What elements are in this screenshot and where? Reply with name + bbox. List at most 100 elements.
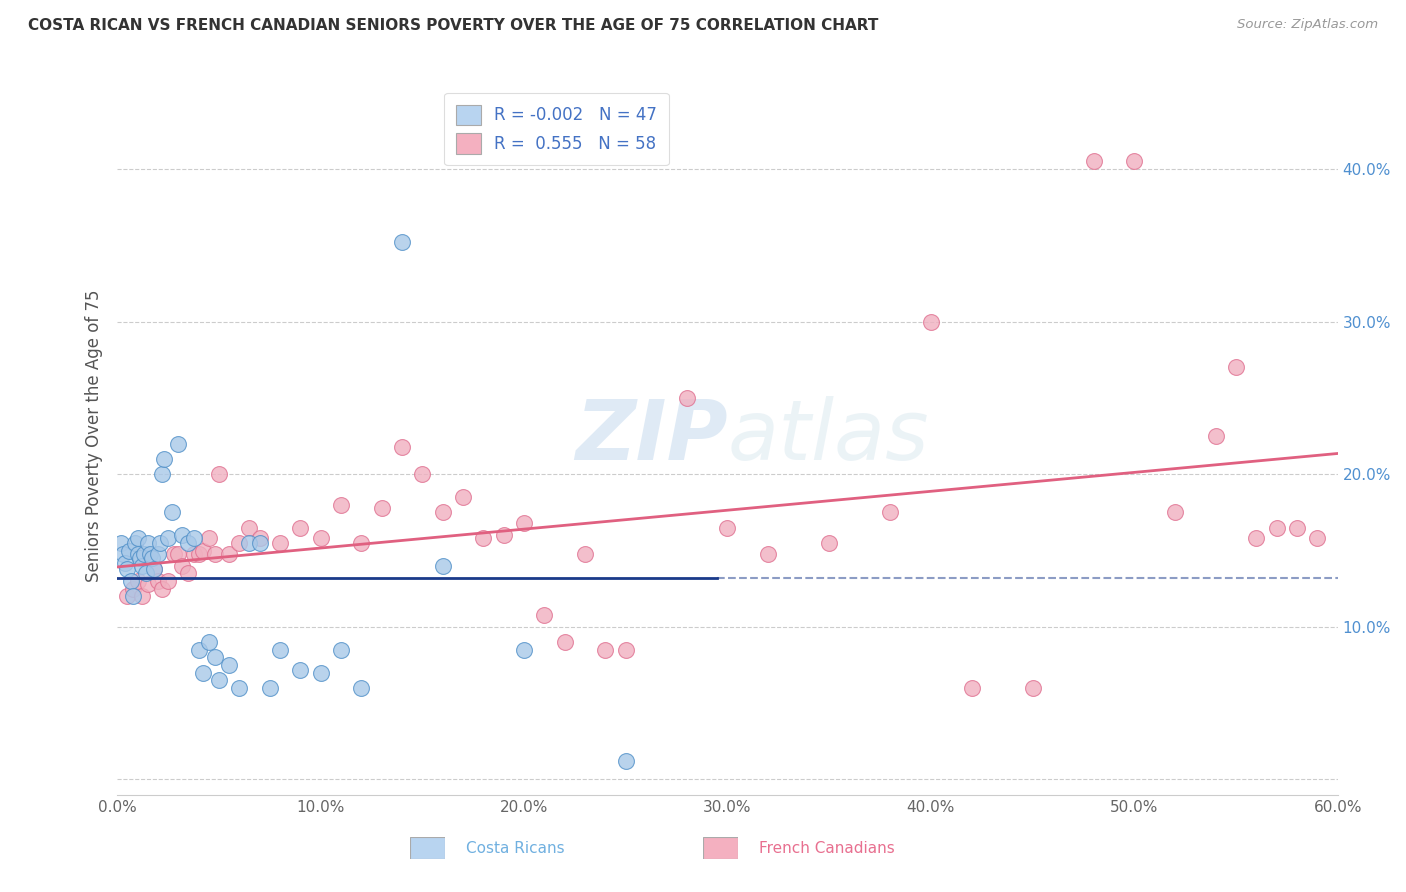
Point: [554, 635, 576, 649]
Point: [157, 531, 180, 545]
Point: [309, 665, 332, 680]
Point: [960, 681, 983, 695]
Point: [249, 536, 271, 550]
Point: [1285, 521, 1308, 535]
Point: [135, 566, 157, 581]
Point: [150, 467, 173, 482]
Point: [1205, 429, 1227, 443]
Point: [574, 547, 596, 561]
Point: [146, 547, 169, 561]
Point: [350, 681, 373, 695]
Point: [204, 650, 226, 665]
Point: [157, 574, 180, 588]
Point: [141, 551, 163, 566]
Point: [1225, 360, 1247, 375]
Point: [127, 574, 149, 588]
Point: [124, 536, 146, 550]
Point: [120, 574, 142, 588]
Point: [177, 536, 200, 550]
Legend: R = -0.002   N = 47, R =  0.555   N = 58: R = -0.002 N = 47, R = 0.555 N = 58: [444, 93, 669, 165]
Point: [1021, 681, 1043, 695]
Point: [432, 558, 454, 573]
Point: [411, 467, 433, 482]
Point: [136, 536, 159, 550]
Point: [208, 467, 231, 482]
Point: [183, 531, 205, 545]
Point: [818, 536, 841, 550]
Point: [128, 551, 150, 566]
Point: [329, 642, 352, 657]
Point: [142, 562, 165, 576]
Point: [149, 536, 172, 550]
Y-axis label: Seniors Poverty Over the Age of 75: Seniors Poverty Over the Age of 75: [86, 290, 103, 582]
Point: [451, 490, 474, 504]
Text: atlas: atlas: [727, 395, 929, 476]
Point: [218, 657, 240, 672]
Point: [117, 562, 139, 576]
Point: [132, 547, 155, 561]
Point: [290, 521, 312, 535]
Point: [153, 452, 176, 467]
Point: [127, 547, 149, 561]
Point: [290, 663, 312, 677]
Point: [391, 440, 413, 454]
Point: [350, 536, 373, 550]
Point: [167, 436, 190, 450]
Point: [1123, 154, 1146, 169]
Point: [1164, 505, 1187, 519]
Point: [197, 635, 219, 649]
Point: [269, 642, 291, 657]
Text: COSTA RICAN VS FRENCH CANADIAN SENIORS POVERTY OVER THE AGE OF 75 CORRELATION CH: COSTA RICAN VS FRENCH CANADIAN SENIORS P…: [28, 18, 879, 33]
Point: [513, 642, 536, 657]
Point: [533, 607, 555, 622]
Point: [117, 590, 139, 604]
Point: [146, 574, 169, 588]
Point: [756, 547, 779, 561]
Point: [187, 642, 209, 657]
Text: Source: ZipAtlas.com: Source: ZipAtlas.com: [1237, 18, 1378, 31]
Point: [160, 505, 183, 519]
Point: [309, 531, 332, 545]
Point: [432, 505, 454, 519]
Point: [269, 536, 291, 550]
Point: [879, 505, 901, 519]
Point: [127, 531, 149, 545]
Point: [172, 558, 194, 573]
Point: [183, 547, 205, 561]
Text: Costa Ricans: Costa Ricans: [465, 841, 565, 855]
Point: [238, 521, 260, 535]
Point: [112, 547, 135, 561]
Point: [920, 315, 942, 329]
Point: [329, 498, 352, 512]
Point: [122, 582, 145, 596]
Point: [218, 547, 240, 561]
Point: [1265, 521, 1288, 535]
Point: [492, 528, 515, 542]
Point: [163, 547, 186, 561]
Point: [204, 547, 226, 561]
Point: [136, 577, 159, 591]
Point: [370, 500, 392, 515]
Point: [167, 547, 190, 561]
Point: [197, 531, 219, 545]
Point: [513, 516, 536, 530]
Point: [614, 754, 637, 768]
Point: [177, 566, 200, 581]
Point: [1246, 531, 1268, 545]
Point: [238, 536, 260, 550]
Point: [614, 642, 637, 657]
Point: [1306, 531, 1329, 545]
Point: [150, 582, 173, 596]
Point: [228, 536, 250, 550]
Point: [118, 543, 141, 558]
Point: [122, 590, 145, 604]
Point: [131, 558, 153, 573]
Text: ZIP: ZIP: [575, 395, 727, 476]
Point: [114, 556, 136, 570]
Point: [391, 235, 413, 250]
Point: [138, 547, 160, 561]
Point: [716, 521, 738, 535]
Point: [187, 547, 209, 561]
Point: [249, 531, 271, 545]
Point: [172, 528, 194, 542]
